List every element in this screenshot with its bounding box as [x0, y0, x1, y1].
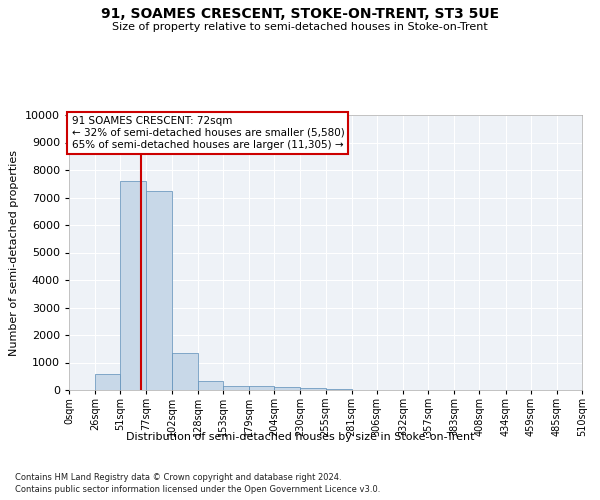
Bar — [95, 374, 121, 390]
Bar — [146, 190, 172, 390]
Text: Distribution of semi-detached houses by size in Stoke-on-Trent: Distribution of semi-detached houses by … — [126, 432, 474, 442]
Text: Size of property relative to semi-detached houses in Stoke-on-Trent: Size of property relative to semi-detach… — [112, 22, 488, 32]
Y-axis label: Number of semi-detached properties: Number of semi-detached properties — [10, 150, 19, 356]
Text: Contains HM Land Registry data © Crown copyright and database right 2024.: Contains HM Land Registry data © Crown c… — [15, 472, 341, 482]
Bar — [120, 181, 146, 390]
Bar — [274, 387, 301, 390]
Bar — [249, 386, 274, 390]
Bar — [172, 353, 198, 390]
Text: Contains public sector information licensed under the Open Government Licence v3: Contains public sector information licen… — [15, 485, 380, 494]
Text: 91 SOAMES CRESCENT: 72sqm
← 32% of semi-detached houses are smaller (5,580)
65% : 91 SOAMES CRESCENT: 72sqm ← 32% of semi-… — [71, 116, 344, 150]
Bar — [223, 386, 249, 390]
Text: 91, SOAMES CRESCENT, STOKE-ON-TRENT, ST3 5UE: 91, SOAMES CRESCENT, STOKE-ON-TRENT, ST3… — [101, 8, 499, 22]
Bar — [301, 388, 325, 390]
Bar — [198, 381, 223, 390]
